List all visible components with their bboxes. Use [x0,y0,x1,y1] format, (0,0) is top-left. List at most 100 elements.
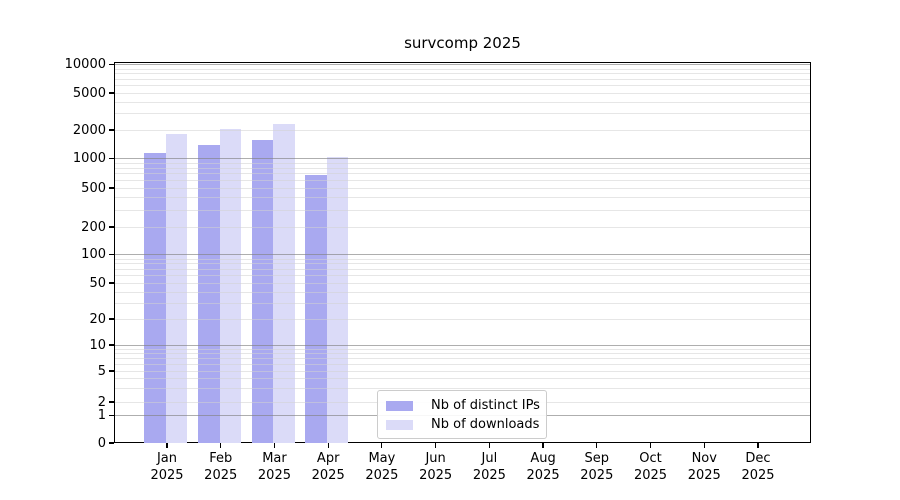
bar-downloads-apr [326,157,349,443]
legend-label: Nb of distinct IPs [431,398,540,413]
gridline-minor [115,85,810,87]
bar-downloads-jan [165,133,188,443]
x-tick-year: 2025 [311,467,345,483]
y-tick-label: 5 [97,363,106,379]
legend-entry: Nb of distinct IPs [386,397,540,414]
y-axis-tick-mark [109,370,114,372]
legend-entry: Nb of downloads [386,416,540,433]
y-tick-label: 100 [81,247,106,262]
x-tick-label: Jan 2025 [139,451,195,484]
gridline-major [115,344,810,346]
y-tick-label: 0 [97,435,106,451]
x-tick-label: Oct 2025 [623,451,679,484]
y-axis-tick-mark [109,401,114,403]
x-tick-month: Oct [639,451,662,466]
x-tick-label: Sep 2025 [569,451,625,484]
legend-swatch [386,400,413,411]
y-axis-tick-mark [109,442,114,444]
x-axis-tick-mark [327,443,329,448]
gridline-minor [115,282,810,284]
x-tick-month: May [368,451,396,466]
plot-area [114,62,811,443]
gridline-minor [115,92,810,94]
x-axis-tick-mark [649,443,652,448]
x-tick-month: Aug [530,451,556,466]
gridline-major [115,254,810,256]
x-axis-tick-mark [703,443,705,448]
x-axis-tick-mark [488,443,490,448]
x-tick-label: Apr 2025 [300,451,356,484]
x-axis-tick-mark [381,443,383,448]
x-tick-month: Apr [316,451,340,466]
gridline-major [115,158,810,160]
gridline-minor [115,173,810,175]
x-axis-tick-mark [166,443,168,448]
x-tick-month: Nov [691,451,717,466]
x-tick-year: 2025 [633,467,668,483]
x-tick-year: 2025 [257,467,291,483]
gridline-minor [115,226,810,228]
gridline-minor [115,101,810,103]
y-axis-tick-mark [109,282,114,284]
gridline-minor [115,275,810,277]
y-axis-tick-mark [109,63,114,66]
gridline-minor [115,370,810,372]
y-axis-tick-mark [109,92,114,94]
bar-distinct-ips-apr [305,174,327,443]
y-axis-tick-mark [109,318,114,320]
x-axis-tick-mark [435,443,437,448]
x-tick-label: Nov 2025 [676,451,732,484]
y-axis-tick-mark [109,226,114,228]
gridline-minor [115,68,810,70]
y-tick-label: 1 [97,408,106,423]
y-tick-label: 10 [89,337,106,353]
x-tick-label: Mar 2025 [246,451,302,484]
bar-distinct-ips-feb [198,145,220,443]
x-axis-tick-mark [220,443,222,448]
gridline-minor [115,358,810,360]
x-tick-year: 2025 [419,467,453,483]
x-tick-year: 2025 [365,467,399,483]
x-tick-month: Mar [262,451,287,466]
x-tick-year: 2025 [472,467,506,483]
gridline-minor [115,258,810,260]
gridline-minor [115,348,810,350]
x-tick-year: 2025 [741,467,775,483]
legend: Nb of distinct IPs Nb of downloads [377,390,547,439]
chart-title: survcomp 2025 [404,34,521,52]
x-tick-month: Jun [425,451,446,466]
y-tick-label: 20 [89,311,106,327]
gridline-minor [115,388,810,390]
x-tick-month: Feb [209,451,233,466]
gridline-minor [115,167,810,169]
gridline-minor [115,129,810,131]
x-tick-year: 2025 [687,467,721,483]
legend-label: Nb of downloads [431,417,540,432]
x-axis-tick-mark [273,443,276,448]
gridline-minor [115,378,810,380]
y-axis-tick-mark [109,157,114,160]
x-tick-label: Jul 2025 [461,451,517,484]
x-axis-tick-mark [542,443,544,448]
legend-swatch [386,419,413,430]
y-tick-label: 50 [89,275,106,291]
bar-downloads-feb [219,129,242,443]
gridline-minor [115,113,810,115]
x-tick-label: Dec 2025 [730,451,786,484]
y-axis-tick-mark [109,129,114,131]
gridline-minor [115,162,810,164]
gridline-minor [115,180,810,182]
y-tick-label: 1000 [72,151,106,166]
gridline-minor [115,187,810,189]
y-axis-tick-mark [109,344,114,346]
x-tick-year: 2025 [204,467,238,483]
y-axis-tick-mark [109,414,114,417]
x-tick-label: Aug 2025 [515,451,571,484]
gridline-major [115,64,810,66]
gridline-minor [115,197,810,199]
y-tick-label: 200 [81,219,106,235]
x-tick-label: Feb 2025 [193,451,249,484]
y-tick-label: 5000 [72,85,106,101]
x-tick-month: Jul [481,451,498,466]
